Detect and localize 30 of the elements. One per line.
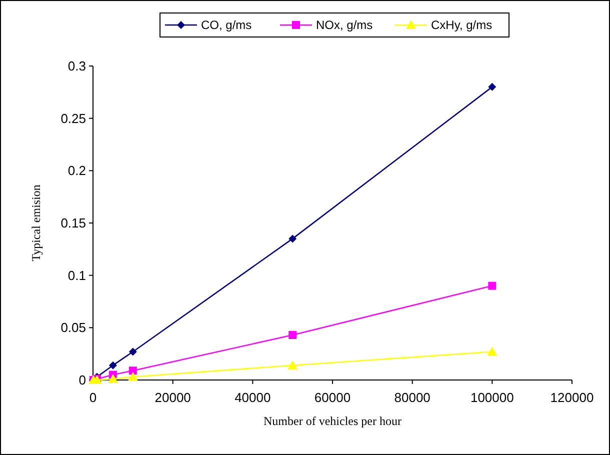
x-axis-title: Number of vehicles per hour bbox=[264, 414, 402, 428]
point bbox=[128, 372, 138, 381]
point bbox=[108, 374, 118, 383]
point bbox=[128, 366, 137, 375]
point bbox=[487, 346, 498, 356]
x-tick-label: 120000 bbox=[550, 390, 594, 405]
x-tick-label: 100000 bbox=[470, 390, 514, 405]
point bbox=[488, 82, 496, 91]
point bbox=[288, 330, 297, 339]
y-tick-label: 0.15 bbox=[60, 216, 86, 231]
point bbox=[128, 348, 137, 356]
x-tick-label: 60000 bbox=[314, 390, 351, 405]
point bbox=[108, 361, 117, 370]
y-tick-label: 0.05 bbox=[60, 320, 86, 336]
x-tick-label: 0 bbox=[89, 390, 97, 405]
y-axis-title: Typical emision bbox=[29, 184, 43, 262]
y-tick-label: 0.1 bbox=[68, 268, 86, 283]
point bbox=[288, 234, 297, 243]
y-tick-label: 0.3 bbox=[68, 58, 86, 74]
y-tick-label: 0.2 bbox=[68, 163, 86, 178]
x-tick-label: 20000 bbox=[154, 390, 191, 405]
legend-label: CO, g/ms bbox=[201, 18, 252, 32]
legend-label: CxHy, g/ms bbox=[431, 18, 492, 32]
point bbox=[488, 282, 496, 290]
y-tick-label: 0.25 bbox=[60, 110, 86, 126]
point bbox=[288, 360, 298, 370]
x-tick-label: 40000 bbox=[234, 390, 271, 405]
legend-label: NOx, g/ms bbox=[316, 18, 373, 32]
x-tick-label: 80000 bbox=[394, 390, 430, 405]
y-tick-label: 0 bbox=[78, 372, 86, 388]
